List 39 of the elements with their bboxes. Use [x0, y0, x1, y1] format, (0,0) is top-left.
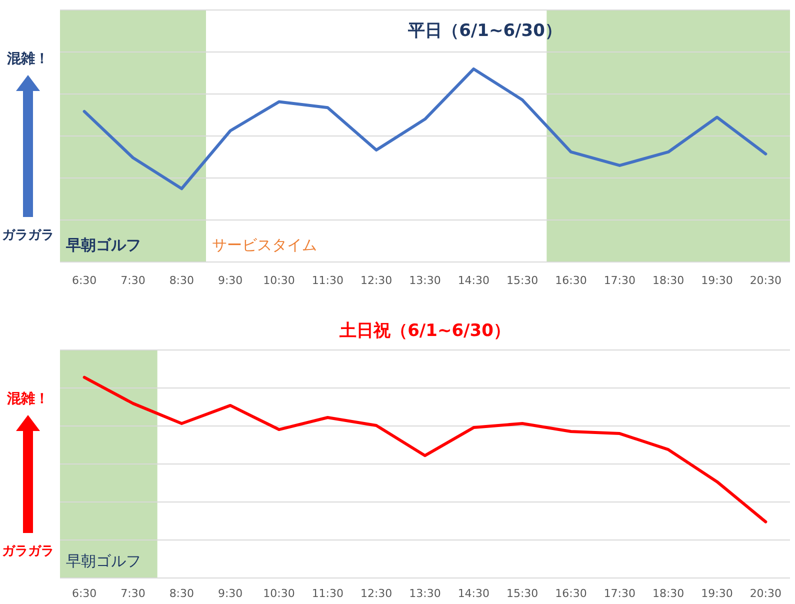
- x-tick-label: 17:30: [604, 274, 636, 287]
- x-tick-label: 20:30: [750, 587, 782, 600]
- x-tick-label: 19:30: [701, 274, 733, 287]
- band-label: 早朝ゴルフ: [66, 552, 141, 570]
- text: ガラガラ: [2, 544, 54, 559]
- band-label: 早朝ゴルフ: [65, 236, 141, 254]
- x-tick-label: 6:30: [72, 587, 97, 600]
- chart-title: 土日祝（6/1~6/30）: [338, 321, 510, 341]
- x-tick-label: 14:30: [458, 274, 490, 287]
- x-tick-label: 12:30: [360, 274, 392, 287]
- x-tick-label: 15:30: [506, 587, 538, 600]
- text: 混雑！: [6, 391, 49, 407]
- x-tick-label: 13:30: [409, 274, 441, 287]
- x-tick-label: 17:30: [604, 587, 636, 600]
- x-tick-label: 10:30: [263, 587, 295, 600]
- x-tick-label: 7:30: [120, 587, 146, 600]
- x-tick-label: 16:30: [555, 274, 587, 287]
- x-tick-label: 10:30: [263, 274, 295, 287]
- x-tick-label: 6:30: [72, 274, 97, 287]
- text: 混雑！: [6, 51, 49, 67]
- annotation: サービスタイム: [212, 236, 317, 254]
- x-tick-label: 11:30: [312, 274, 344, 287]
- x-tick-label: 20:30: [750, 274, 782, 287]
- chart-title: 平日（6/1~6/30）: [407, 21, 562, 41]
- x-tick-label: 18:30: [652, 274, 684, 287]
- x-tick-label: 18:30: [652, 587, 684, 600]
- x-tick-label: 12:30: [360, 587, 392, 600]
- x-tick-label: 19:30: [701, 587, 733, 600]
- x-tick-label: 11:30: [312, 587, 344, 600]
- x-tick-label: 15:30: [506, 274, 538, 287]
- x-tick-label: 9:30: [218, 587, 243, 600]
- text: ガラガラ: [2, 228, 54, 243]
- x-tick-label: 8:30: [169, 587, 194, 600]
- x-tick-label: 9:30: [218, 274, 243, 287]
- x-tick-label: 13:30: [409, 587, 441, 600]
- x-tick-label: 14:30: [458, 587, 490, 600]
- x-tick-label: 8:30: [169, 274, 194, 287]
- x-tick-label: 16:30: [555, 587, 587, 600]
- x-tick-label: 7:30: [120, 274, 146, 287]
